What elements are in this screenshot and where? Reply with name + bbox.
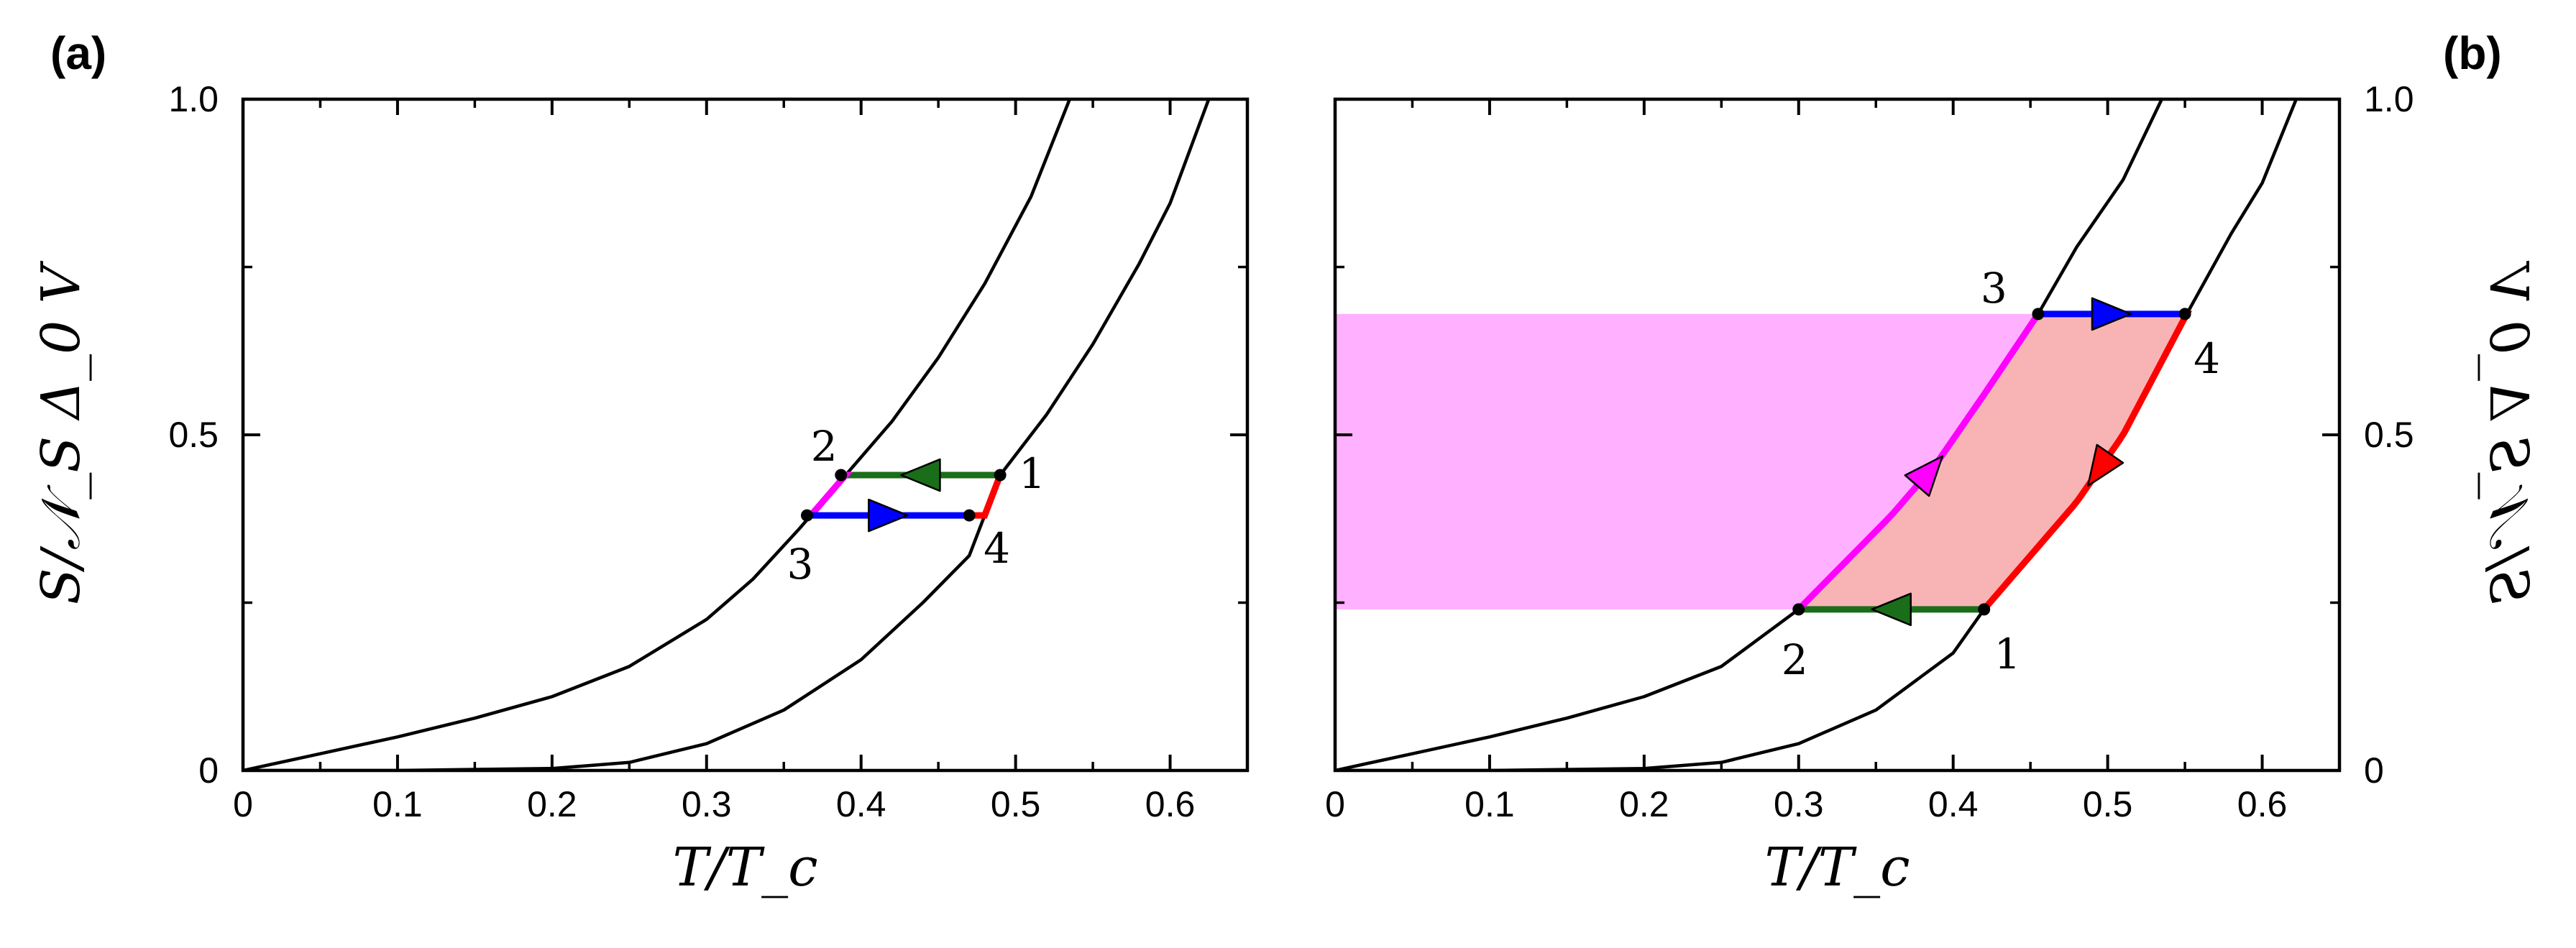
- x-tick-label: 0.6: [1145, 784, 1196, 824]
- y-axis-label: S/𝒩_S Δ_0 V: [2478, 260, 2539, 604]
- arrow-3-4: [2091, 297, 2132, 331]
- panel-tag: (a): [50, 27, 106, 79]
- cycle-point-label-1: 1: [1019, 449, 1045, 498]
- x-axis-label: T/T_c: [1764, 837, 1910, 898]
- x-tick-label: 0.4: [1928, 784, 1979, 824]
- y-tick-label: 0.5: [2364, 415, 2414, 455]
- arrow-1-2: [900, 458, 941, 492]
- cycle-point-1: [994, 469, 1007, 482]
- arrow-1-2: [1871, 592, 1912, 627]
- y-tick-label: 1.0: [168, 79, 219, 119]
- cycle-point-label-4: 4: [2194, 334, 2220, 383]
- cycle-point-4: [963, 509, 976, 522]
- x-tick-label: 0.3: [682, 784, 732, 824]
- cycle-point-3: [800, 509, 813, 522]
- x-tick-label: 0.1: [372, 784, 423, 824]
- cycle-point-4: [2178, 308, 2191, 321]
- x-axis-label: T/T_c: [672, 837, 817, 898]
- arrow-2-3: [1904, 455, 1944, 497]
- y-tick-label: 0: [2364, 750, 2384, 791]
- x-tick-label: 0: [1325, 784, 1345, 824]
- x-tick-label: 0.5: [2083, 784, 2133, 824]
- cycle-segment-2-3: [803, 471, 853, 519]
- cycle-point-1: [1978, 603, 1991, 616]
- y-tick-label: 0: [198, 750, 219, 791]
- plot-area: [1335, 99, 2298, 770]
- panel-tag: (b): [2443, 27, 2502, 79]
- cycle-point-label-1: 1: [1994, 630, 2021, 678]
- cycle-point-2: [835, 469, 848, 482]
- y-tick-label: 0.5: [168, 415, 219, 455]
- cycle-point-2: [1792, 603, 1805, 616]
- cycle-point-3: [2032, 308, 2045, 321]
- plot-area: [243, 99, 1211, 770]
- plot-frame: [241, 97, 1250, 773]
- x-tick-label: 0.2: [527, 784, 577, 824]
- y-axis-label: S/𝒩_S Δ_0 V: [30, 260, 92, 604]
- arrow-3-4: [868, 498, 909, 533]
- x-tick-label: 0.5: [991, 784, 1041, 824]
- curve-1: [243, 99, 1071, 770]
- x-tick-label: 0: [233, 784, 253, 824]
- cycle-point-label-4: 4: [984, 524, 1010, 573]
- x-tick-label: 0.4: [836, 784, 886, 824]
- cycle-point-label-3: 3: [787, 540, 813, 589]
- cycle-segment-4-1: [966, 471, 1004, 519]
- panel-b: 1 2 3 4 0 0.1 0.2 0.3 0.4 0.5 0.6 0 0.5 1.0 T/T_c S/𝒩_S…: [1325, 27, 2539, 898]
- x-tick-label: 0.1: [1465, 784, 1515, 824]
- cycle-point-label-3: 3: [1981, 264, 2007, 313]
- arrow-4-1: [2086, 443, 2124, 487]
- curve-2: [243, 99, 1211, 770]
- panel-a: 1 2 3 4 0 0.1 0.2 0.3 0.4 0.5 0.6 0 0.5 1.0 T/T_c S/𝒩_S…: [30, 27, 1250, 898]
- shaded-cycle-interior: [1798, 313, 2187, 609]
- cycle-point-label-2: 2: [811, 422, 838, 471]
- shaded-band: [1335, 313, 2038, 609]
- cycle-point-label-2: 2: [1782, 635, 1808, 684]
- x-tick-label: 0.2: [1619, 784, 1669, 824]
- y-tick-label: 1.0: [2364, 79, 2414, 119]
- x-tick-label: 0.3: [1774, 784, 1824, 824]
- x-tick-label: 0.6: [2237, 784, 2288, 824]
